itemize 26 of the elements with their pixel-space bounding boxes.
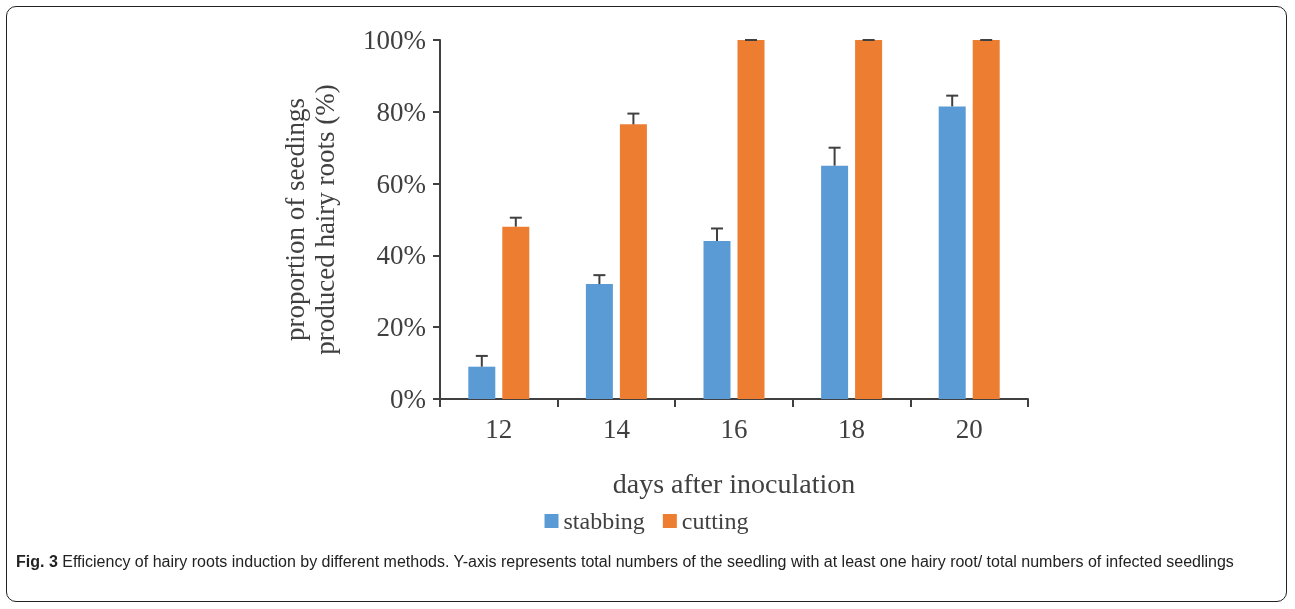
y-tick-label: 80%: [376, 96, 426, 127]
y-axis-title: proportion of seedings produced hairy roots (%): [280, 84, 340, 355]
y-tick-label: 60%: [376, 168, 426, 199]
x-tick-label: 16: [720, 413, 748, 444]
x-tick-label: 20: [955, 413, 983, 444]
y-tick-label: 100%: [363, 25, 426, 55]
x-tick-label: 18: [838, 413, 866, 444]
bar: [703, 241, 731, 399]
bar: [619, 124, 647, 399]
bar: [585, 284, 613, 399]
bar: [468, 366, 496, 399]
bar: [855, 40, 883, 399]
legend-label: cutting: [681, 508, 749, 534]
bar: [502, 226, 530, 399]
bar: [737, 40, 765, 399]
legend-label: stabbing: [563, 508, 645, 534]
x-axis-title: days after inoculation: [612, 467, 856, 499]
caption: Fig. 3 Efficiency of hairy roots induction by different methods. Y-axis represents total numbers of the seedling with at least one hairy root/ total numbers of infected seedlings: [16, 552, 1235, 572]
bar: [821, 165, 849, 399]
bar: [972, 40, 1000, 399]
x-tick-label: 12: [485, 413, 513, 444]
y-tick-label: 40%: [376, 240, 426, 271]
bar: [938, 106, 966, 399]
y-tick-label: 20%: [376, 312, 426, 343]
x-tick-label: 14: [602, 413, 631, 444]
y-tick-label: 0%: [390, 384, 426, 414]
